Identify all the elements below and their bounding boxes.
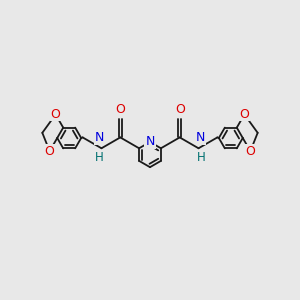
Text: H: H (95, 151, 103, 164)
Text: O: O (115, 103, 125, 116)
Text: N: N (94, 131, 104, 144)
Text: O: O (175, 103, 185, 116)
Text: H: H (196, 151, 205, 164)
Text: O: O (239, 108, 249, 121)
Text: O: O (51, 108, 61, 121)
Text: O: O (245, 145, 255, 158)
Text: O: O (45, 145, 55, 158)
Text: N: N (196, 131, 206, 144)
Text: N: N (145, 136, 155, 148)
